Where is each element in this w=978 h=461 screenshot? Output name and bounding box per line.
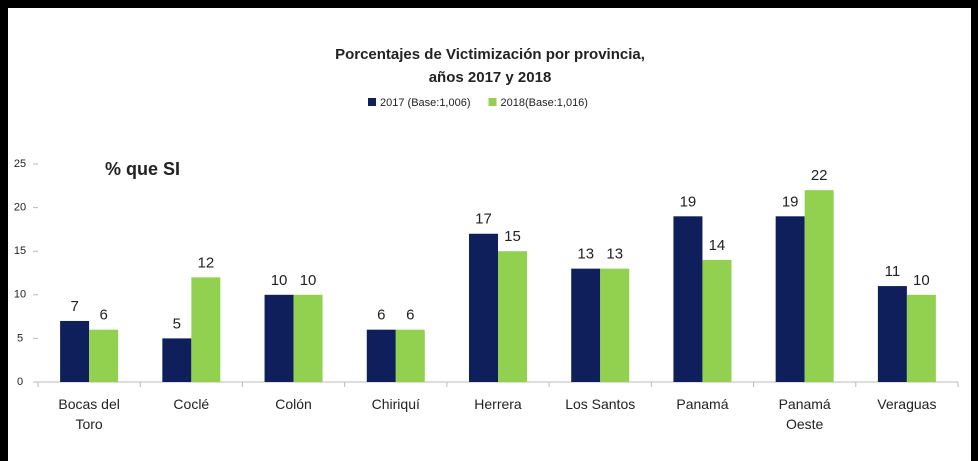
value-label: 11 — [885, 263, 901, 280]
value-label: 19 — [680, 193, 697, 210]
bar — [571, 268, 601, 382]
value-label: 5 — [173, 315, 181, 332]
value-label: 13 — [606, 246, 623, 263]
bar — [293, 294, 323, 382]
bar — [600, 268, 630, 382]
bar — [775, 216, 805, 382]
x-tick-label: Bocas del Toro — [58, 396, 120, 432]
x-tick-label: Chiriquí — [371, 396, 420, 412]
x-tick-label: Coclé — [173, 396, 210, 412]
chart-title: Porcentajes de Victimización por provinc… — [335, 46, 645, 63]
bar — [162, 338, 192, 382]
value-label: 6 — [99, 307, 107, 324]
value-label: 12 — [197, 254, 214, 271]
bar — [191, 277, 221, 382]
frame-top — [0, 0, 978, 8]
bar — [60, 320, 90, 382]
value-label: 7 — [70, 298, 78, 315]
bar — [673, 216, 703, 382]
bar — [264, 294, 294, 382]
y-tick-label: 0 — [17, 376, 23, 388]
value-label: 19 — [782, 193, 799, 210]
legend-swatch — [488, 98, 497, 106]
bar — [366, 329, 396, 382]
bar — [702, 259, 732, 382]
frame-right — [971, 0, 978, 461]
value-label: 22 — [811, 167, 828, 184]
value-label: 13 — [577, 246, 594, 263]
x-tick-label: Panamá — [676, 396, 729, 412]
value-label: 10 — [271, 272, 288, 289]
value-label: 10 — [913, 272, 930, 289]
x-tick-label: Colón — [275, 396, 312, 412]
x-tick-label: Herrera — [474, 396, 522, 412]
y-tick-label: 25 — [14, 158, 26, 170]
legend-label: 2018(Base:1,016) — [501, 97, 588, 109]
bar — [804, 190, 834, 382]
bar — [89, 329, 119, 382]
bar — [469, 233, 498, 382]
bar — [395, 329, 425, 382]
x-tick-label: Panamá Oeste — [778, 396, 831, 432]
x-tick-label: Veraguas — [877, 396, 937, 412]
value-label: 6 — [406, 307, 414, 324]
bar — [877, 286, 907, 382]
chart-title: años 2017 y 2018 — [429, 69, 552, 86]
annotation: % que SI — [105, 159, 180, 179]
value-label: 15 — [504, 228, 521, 245]
legend-label: 2017 (Base:1,006) — [380, 97, 471, 109]
legend-swatch — [368, 98, 376, 106]
value-label: 17 — [475, 211, 492, 228]
value-label: 6 — [377, 307, 385, 324]
frame-left — [0, 0, 8, 461]
value-label: 10 — [300, 272, 317, 289]
x-tick-label: Los Santos — [565, 396, 636, 412]
y-tick-label: 10 — [14, 289, 26, 301]
value-label: 14 — [709, 237, 726, 254]
y-tick-label: 20 — [14, 202, 26, 214]
y-tick-label: 15 — [14, 245, 26, 257]
y-tick-label: 5 — [17, 332, 23, 344]
bar — [498, 251, 527, 382]
bar — [906, 294, 936, 382]
